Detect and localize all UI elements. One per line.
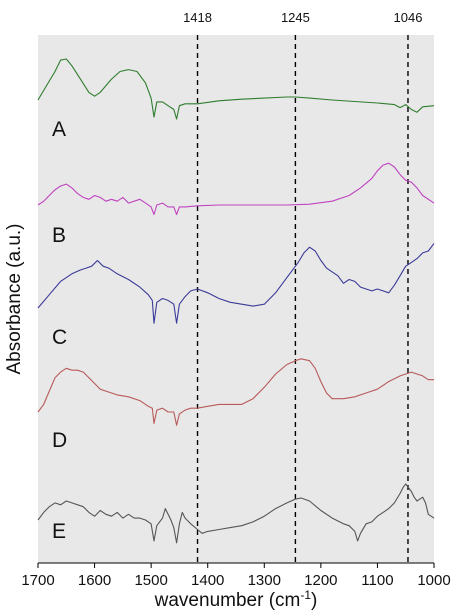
x-tick-label-1200: 1200 <box>304 572 337 589</box>
x-axis-title-close: ) <box>311 590 317 611</box>
trace-B <box>37 162 435 216</box>
x-axis-ticks: 1700 1600 1500 1400 1300 1200 1100 1000 <box>21 563 451 589</box>
reference-label-1418: 1418 <box>183 10 212 25</box>
trace-E <box>37 483 435 544</box>
plot-background <box>38 35 434 563</box>
trace-labels: A B C D E <box>52 118 67 543</box>
x-tick-label-1700: 1700 <box>21 572 54 589</box>
trace-label-B: B <box>52 224 66 247</box>
y-axis-title: Absorbance (a.u.) <box>4 223 25 374</box>
reference-label-1046: 1046 <box>394 10 423 25</box>
trace-label-D: D <box>52 429 67 452</box>
trace-A <box>37 58 435 120</box>
reference-lines: 1418 1245 1046 <box>183 10 422 563</box>
trace-C <box>37 243 435 324</box>
trace-D <box>37 358 434 426</box>
x-tick-label-1300: 1300 <box>248 572 281 589</box>
spectra-traces <box>37 58 435 544</box>
x-tick-label-1000: 1000 <box>417 572 450 589</box>
trace-label-E: E <box>52 520 66 543</box>
x-axis-title-main: wavenumber (cm <box>154 590 301 611</box>
trace-label-A: A <box>52 118 66 141</box>
x-axis-title-superscript: -1 <box>300 588 311 602</box>
x-axis-title: wavenumber (cm-1) <box>154 588 318 611</box>
x-tick-label-1100: 1100 <box>361 572 393 589</box>
x-tick-label-1400: 1400 <box>191 572 224 589</box>
reference-label-1245: 1245 <box>281 10 310 25</box>
trace-label-C: C <box>52 326 67 349</box>
x-tick-label-1500: 1500 <box>134 572 167 589</box>
x-tick-label-1600: 1600 <box>78 572 111 589</box>
